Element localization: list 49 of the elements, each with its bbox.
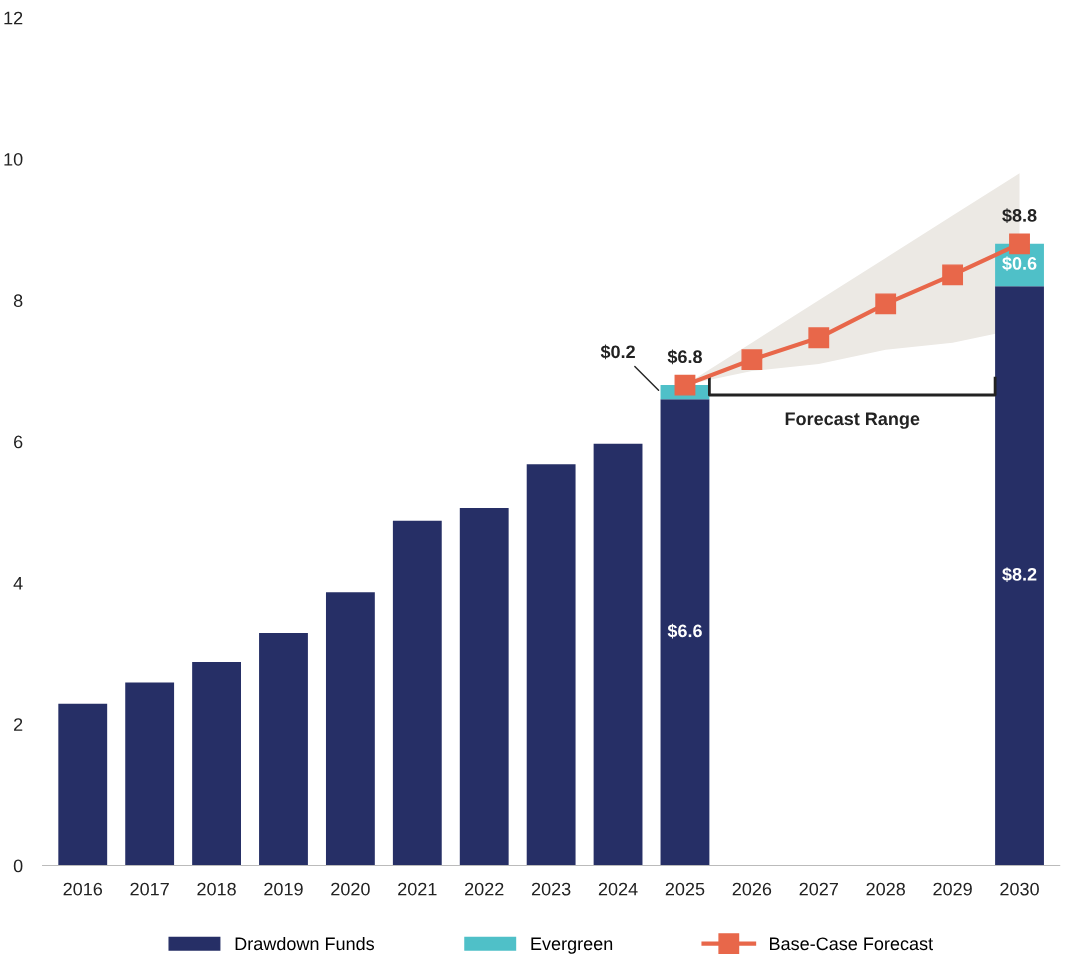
x-tick-label: 2023 [531,882,571,896]
x-tick-label: 2020 [331,882,370,896]
y-tick-label: 4 [13,577,23,590]
bar [526,464,576,866]
point [875,293,897,315]
point [1009,233,1030,255]
y-tick-label: 6 [14,435,23,449]
point [674,374,696,396]
x-tick-label: 2029 [933,882,972,896]
data-label: $0.2 [600,344,635,360]
x-tick-label: 2027 [799,882,838,896]
data-label: $8.8 [1002,208,1037,223]
data-label: $6.6 [667,623,702,639]
y-tick-label: 8 [13,294,23,308]
x-tick-label: 2024 [598,882,638,896]
y-tick-label: 2 [14,718,23,731]
y-tick-label: 12 [4,11,23,25]
y-tick-label: 0 [13,859,23,873]
x-tick-label: 2022 [465,882,504,896]
x-tick-label: 2019 [264,882,303,896]
data-label: $0.6 [1002,256,1037,272]
bar [593,443,643,866]
bar [58,703,108,866]
x-tick-label: 2018 [197,882,236,896]
x-tick-label: 2025 [665,882,705,896]
bar [660,399,710,866]
x-tick-label: 2026 [732,882,772,896]
x-tick-label: 2017 [130,882,169,896]
bar [995,286,1044,866]
y-tick-label: 10 [4,152,23,166]
x-tick-label: 2016 [63,882,103,896]
legend-label: Drawdown Funds [235,936,375,951]
bar [125,682,175,866]
legend-label: Evergreen [531,937,613,954]
point [741,349,763,371]
point [942,264,964,286]
bar [192,662,241,866]
bar [325,592,375,866]
data-label: $6.8 [667,349,702,365]
bar [259,633,308,866]
annotation: Forecast Range [785,412,920,429]
x-tick-label: 2030 [1000,882,1039,896]
bar [459,508,509,866]
data-label: $8.2 [1002,567,1037,582]
point [808,327,830,349]
x-tick-label: 2021 [398,882,437,896]
legend-label: Base-Case Forecast [770,937,933,951]
bar [392,520,442,866]
x-tick-label: 2028 [866,882,905,896]
